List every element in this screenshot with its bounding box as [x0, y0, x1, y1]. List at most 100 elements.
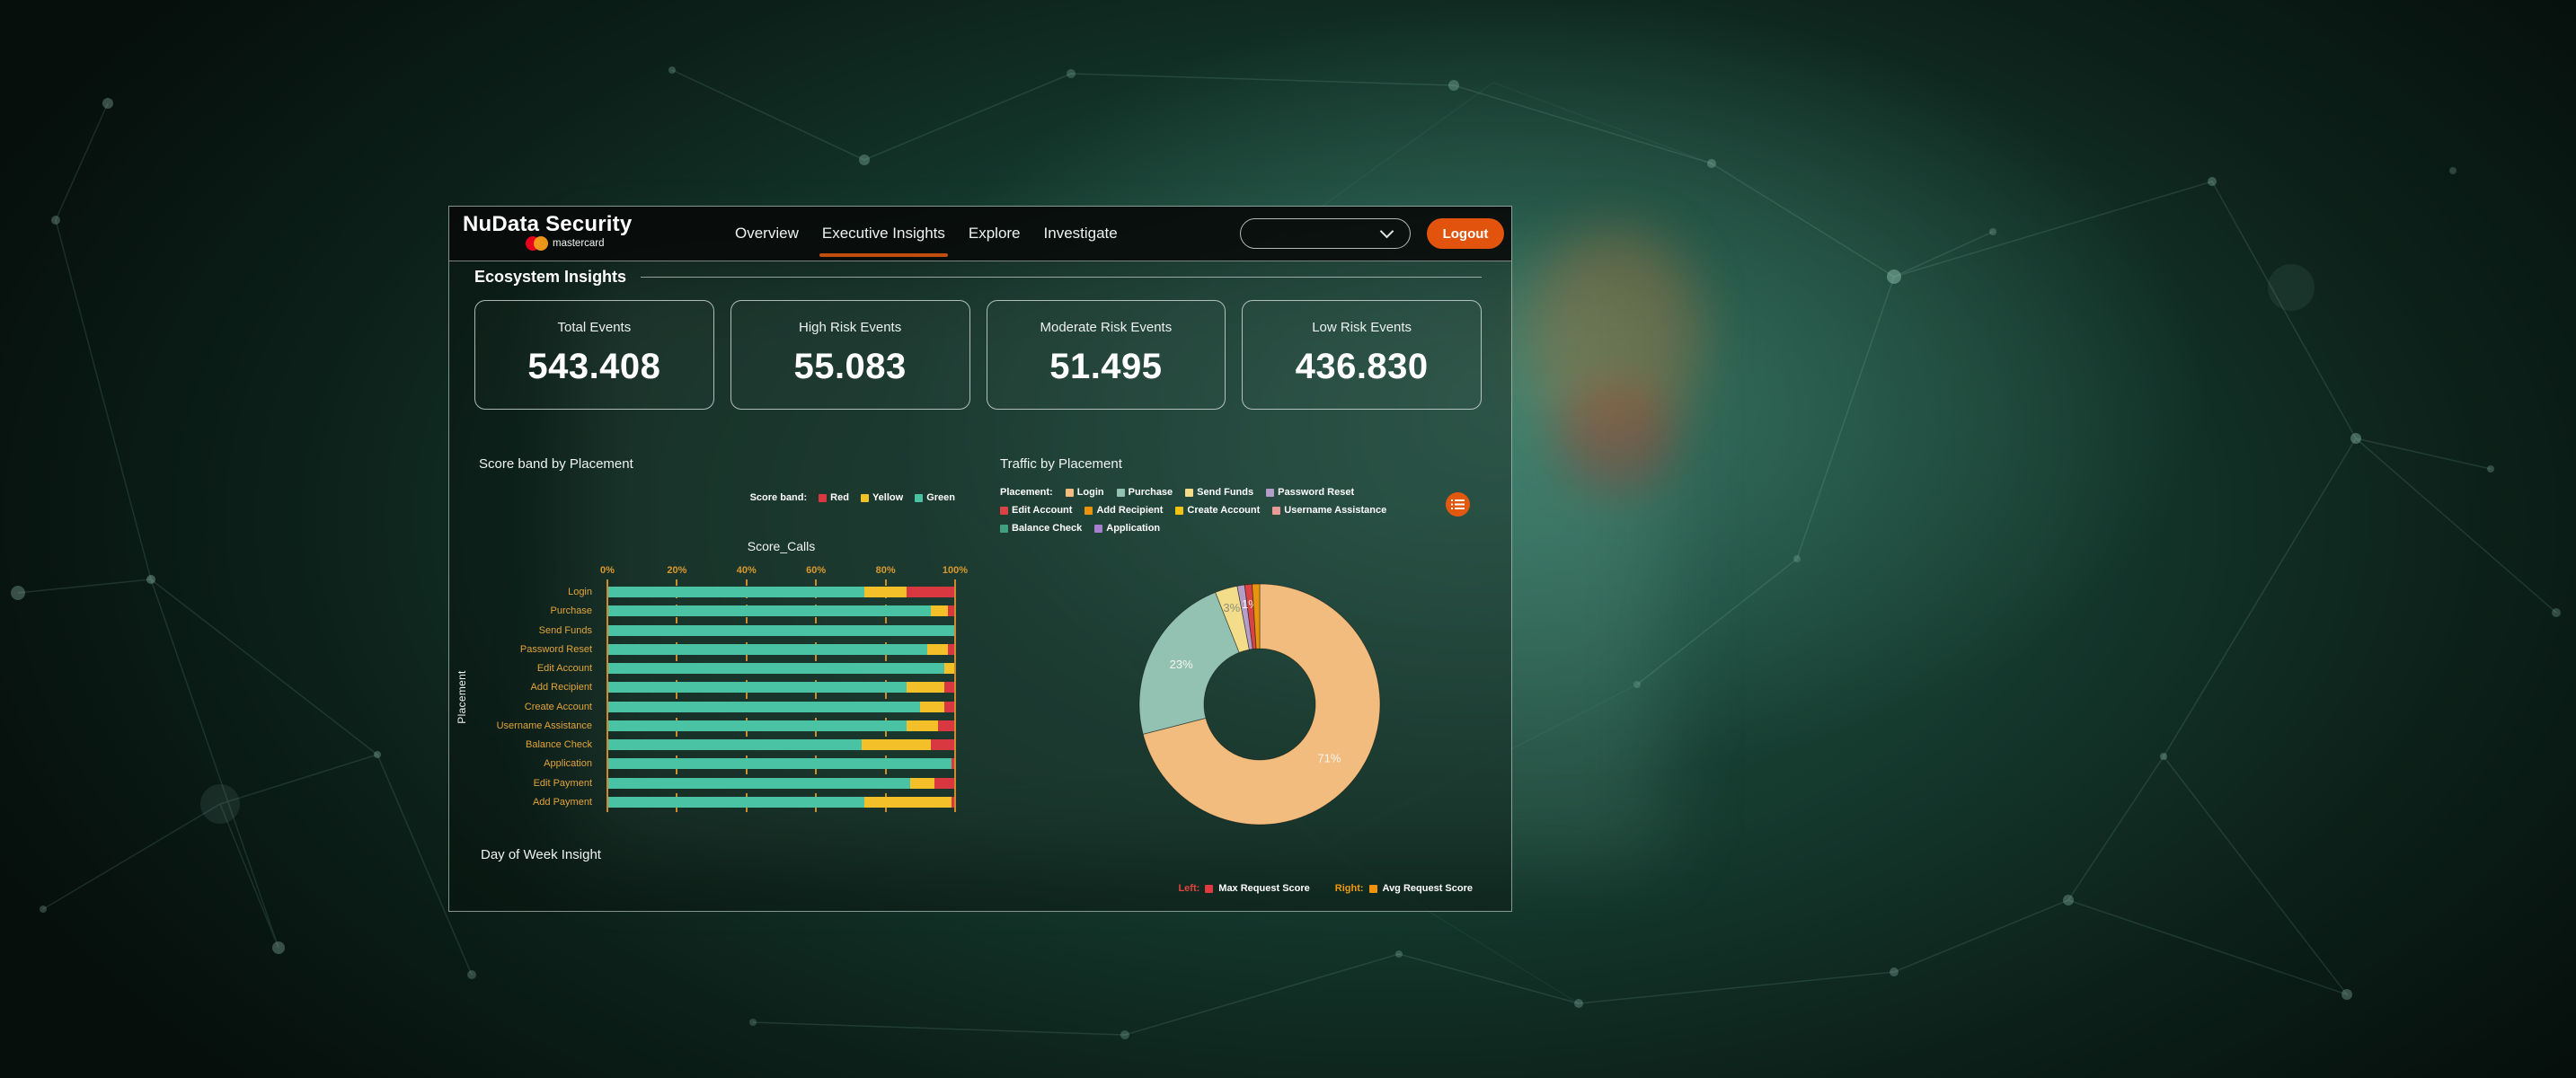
donut-slice-add-recipient[interactable]	[1252, 583, 1261, 649]
stat-card-label: High Risk Events	[799, 320, 902, 335]
bar-category-labels: Login Purchase Send Funds Password Reset Edi…	[449, 582, 600, 812]
dow-legend-prefix: Right:	[1334, 883, 1364, 894]
bar-y-axis-label: Placement	[456, 670, 468, 724]
bar-segment-yellow	[906, 720, 938, 731]
stat-card-value: 55.083	[793, 347, 907, 386]
donut-slice-label: 71%	[1317, 752, 1341, 765]
bar-segment-yellow	[864, 796, 952, 808]
bar-row-edit-payment	[607, 777, 955, 789]
bar-segment-green	[607, 739, 862, 751]
legend-swatch-icon	[1175, 506, 1184, 515]
bar-segment-green	[607, 587, 865, 597]
bar-category-add-recipient: Add Recipient	[530, 682, 593, 694]
bar-segment-green	[607, 758, 952, 770]
brand-block: NuData Security mastercard	[463, 213, 632, 251]
score-calls-title: Score_Calls	[747, 539, 816, 553]
legend-swatch-icon	[1116, 488, 1125, 497]
dashboard-panel: NuData Security mastercard Overview Execu…	[448, 206, 1512, 912]
bar-segment-red	[906, 587, 955, 597]
bar-segment-red	[944, 701, 955, 712]
filter-select[interactable]	[1240, 218, 1411, 249]
ecosystem-title: Ecosystem Insights	[474, 268, 627, 286]
legend-label: Username Assistance	[1284, 505, 1387, 516]
bar-segment-red	[930, 739, 955, 751]
mastercard-label: mastercard	[553, 238, 605, 249]
bar-category-send-funds: Send Funds	[538, 624, 592, 636]
stat-card-label: Total Events	[557, 320, 632, 335]
nav-item-overview[interactable]: Overview	[735, 225, 799, 242]
legend-item-create-account: Create Account	[1175, 505, 1260, 516]
legend-swatch-icon	[819, 493, 828, 502]
mastercard-orange-circle-icon	[534, 236, 548, 251]
legend-item-password-reset: Password Reset	[1266, 487, 1354, 498]
bar-segment-green	[607, 701, 921, 712]
donut-slice-label: 23%	[1170, 658, 1193, 671]
bar-segment-green	[607, 796, 865, 808]
x-axis-tick: 60%	[806, 565, 827, 576]
stat-card-low-risk-events: Low Risk Events 436.830	[1242, 300, 1482, 410]
bar-category-username-assistance: Username Assistance	[496, 720, 592, 731]
legend-item-red: Red	[819, 492, 849, 503]
nav-item-explore[interactable]: Explore	[968, 225, 1021, 242]
donut-slice-purchase[interactable]	[1138, 591, 1240, 735]
legend-swatch-icon	[1185, 488, 1194, 497]
bar-segment-red	[952, 758, 955, 770]
legend-item-application: Application	[1094, 523, 1160, 534]
bar-row-application	[607, 758, 955, 770]
legend-label: Max Request Score	[1218, 883, 1310, 894]
panel-header: NuData Security mastercard Overview Execu…	[449, 207, 1511, 261]
legend-item-balance-check: Balance Check	[1000, 523, 1082, 534]
legend-item-login: Login	[1065, 487, 1104, 498]
nav-item-investigate[interactable]: Investigate	[1043, 225, 1118, 242]
stat-card-value: 543.408	[527, 347, 661, 386]
score-band-legend-title: Score band:	[749, 492, 808, 503]
legend-label: Password Reset	[1278, 487, 1355, 498]
gridline-60	[815, 579, 818, 812]
bar-category-password-reset: Password Reset	[519, 643, 592, 655]
legend-swatch-icon	[915, 493, 924, 502]
background-warm-glow	[1527, 229, 1703, 440]
bar-category-edit-account: Edit Account	[536, 663, 592, 675]
legend-swatch-icon	[860, 493, 869, 502]
traffic-legend-title: Placement:	[1000, 487, 1053, 498]
legend-label: Add Recipient	[1096, 505, 1164, 516]
stat-card-label: Low Risk Events	[1312, 320, 1412, 335]
bar-row-purchase	[607, 605, 955, 617]
score-band-chart-title: Score band by Placement	[479, 456, 633, 472]
bar-category-balance-check: Balance Check	[526, 739, 592, 751]
legend-swatch-icon	[1368, 884, 1377, 893]
bar-row-add-recipient	[607, 682, 955, 694]
legend-label: Edit Account	[1012, 505, 1073, 516]
legend-item-add-recipient: Add Recipient	[1084, 505, 1163, 516]
legend-label: Send Funds	[1197, 487, 1254, 498]
background-red-glow	[1556, 382, 1677, 494]
dow-legend-prefix: Left:	[1178, 883, 1200, 894]
stat-cards-row: Total Events 543.408 High Risk Events 55.08…	[474, 300, 1482, 410]
dow-legend-max-request-score: Left: Max Request Score	[1178, 883, 1309, 894]
active-tab-underline	[819, 253, 948, 257]
bar-category-login: Login	[568, 587, 592, 597]
nav-item-executive-insights[interactable]: Executive Insights	[819, 207, 948, 261]
gridline-0	[606, 579, 608, 812]
legend-label: Application	[1106, 523, 1161, 534]
bar-category-add-payment: Add Payment	[532, 796, 592, 808]
bar-row-create-account	[607, 701, 955, 712]
stat-card-label: Moderate Risk Events	[1040, 320, 1173, 335]
x-axis-tick: 20%	[667, 565, 687, 576]
traffic-chart-title: Traffic by Placement	[1000, 456, 1122, 472]
legend-item-edit-account: Edit Account	[1000, 505, 1072, 516]
bar-segment-green	[607, 682, 907, 694]
legend-menu-button[interactable]	[1446, 492, 1470, 517]
x-axis-tick: 100%	[942, 565, 969, 576]
ecosystem-section-header: Ecosystem Insights	[474, 268, 1482, 287]
legend-swatch-icon	[1272, 506, 1281, 515]
bar-segment-green	[607, 643, 928, 655]
bar-segment-yellow	[864, 587, 907, 597]
mastercard-logo: mastercard	[526, 236, 632, 251]
legend-swatch-icon	[1065, 488, 1074, 497]
donut-slice-login[interactable]	[1142, 583, 1381, 826]
day-of-week-legend: Left: Max Request Score Right: Avg Request …	[1178, 883, 1473, 894]
logout-button[interactable]: Logout	[1427, 218, 1504, 249]
bar-segment-yellow	[930, 605, 949, 617]
bar-segment-yellow	[944, 663, 955, 675]
